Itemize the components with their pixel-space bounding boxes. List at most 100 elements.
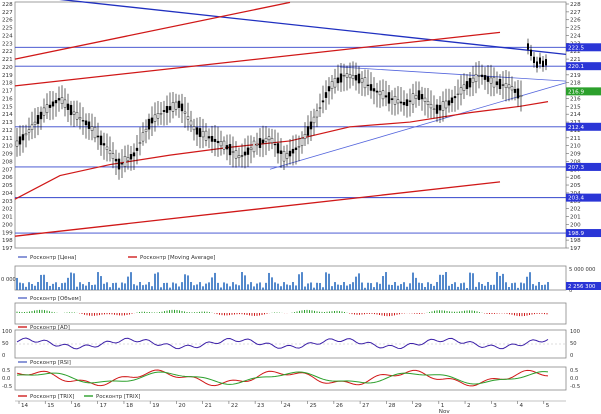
candle-body [258,138,262,148]
price-y-tick-label: 200 [570,222,581,228]
price-y-tick-label: 218 [570,81,581,87]
volume-bar [301,272,303,290]
candle-body [48,104,52,108]
candle-body [545,59,547,66]
candle-body [147,118,151,130]
x-tick-label: 27 [362,403,370,409]
volume-bar [223,282,225,290]
volume-bar [502,273,504,290]
candle-body [81,120,85,122]
candle-body [198,128,202,137]
candle-body [504,83,508,88]
volume-bar [127,276,129,290]
volume-bar [169,287,171,290]
price-badge-label: 198.9 [568,231,584,237]
volume-bar [307,283,309,290]
trix-right-tick: 0.5 [570,368,578,374]
volume-bar [352,282,354,290]
price-y-tick-label: 215 [570,104,581,110]
volume-bar [364,287,366,290]
candle-body [99,135,103,146]
volume-bar [526,276,528,290]
rsi-right-tick: 100 [570,329,580,335]
volume-bar [388,284,390,290]
volume-bar [28,282,30,290]
volume-bar [19,282,21,290]
candle-body [539,57,541,64]
x-tick-label: 22 [231,403,238,409]
volume-bar [511,283,513,290]
volume-bar [475,286,477,290]
volume-bar [76,286,78,290]
volume-bar [196,284,198,290]
candle-body [462,84,466,91]
candle-body [453,96,457,99]
volume-bar [343,282,345,290]
volume-bar [484,285,486,290]
volume-bar [259,282,261,290]
candle-body [387,92,391,104]
legend-label: Росконтр [Цена] [30,255,76,261]
candle-body [144,128,148,132]
volume-bar [136,285,138,290]
candle-body [72,111,76,115]
volume-bar [448,285,450,290]
candle-body [210,136,214,142]
panel-frame-price [14,1,567,249]
volume-bar [64,282,66,290]
price-y-tick-label-left: 211 [2,136,13,142]
candle-body [441,101,445,111]
volume-bar [202,286,204,290]
volume-bar [532,284,534,290]
price-y-tick-label-left: 206 [2,175,13,181]
volume-bar [16,277,18,290]
candle-body [447,100,451,106]
volume-bar [244,275,246,290]
volume-bar [391,284,393,290]
price-y-tick-label-left: 213 [2,120,13,126]
trix-line-green [16,371,549,385]
candle-body [135,147,139,151]
candle-body [426,101,430,105]
volume-bar [286,284,288,290]
candle-body [252,140,256,153]
candle-body [30,124,34,130]
candle-body [54,99,58,104]
rsi-right-tick: 0 [570,353,573,359]
candle-body [132,152,136,157]
volume-bar [415,277,417,290]
candle-body [309,121,313,130]
candle-body [411,93,415,105]
volume-bar [385,272,387,290]
candle-body [78,117,82,120]
candle-body [474,74,478,82]
volume-bar [373,287,375,290]
candle-body [501,84,505,86]
x-tick-label: 3 [493,403,497,409]
candle-body [45,104,49,113]
candle-body [375,90,379,93]
candle-body [159,113,163,115]
volume-bar [289,285,291,290]
volume-bar [280,286,282,290]
candle-body [90,126,94,131]
volume-bar [91,285,93,290]
price-y-tick-label-left: 209 [2,152,13,158]
price-y-tick-label-left: 220 [2,65,13,71]
volume-bar [355,276,357,290]
candle-body [459,87,463,95]
candle-body [216,140,220,144]
rsi-left-tick: 50 [2,341,9,347]
volume-bar [304,286,306,290]
volume-bar [541,285,543,290]
volume-bar [346,285,348,290]
candle-body [240,155,244,157]
volume-bar [517,287,519,290]
candle-body [390,98,394,101]
candle-body [432,108,436,110]
candle-body [243,151,247,156]
volume-bar [382,276,384,290]
price-y-tick-label-left: 225 [2,26,13,32]
candle-body [180,103,184,112]
